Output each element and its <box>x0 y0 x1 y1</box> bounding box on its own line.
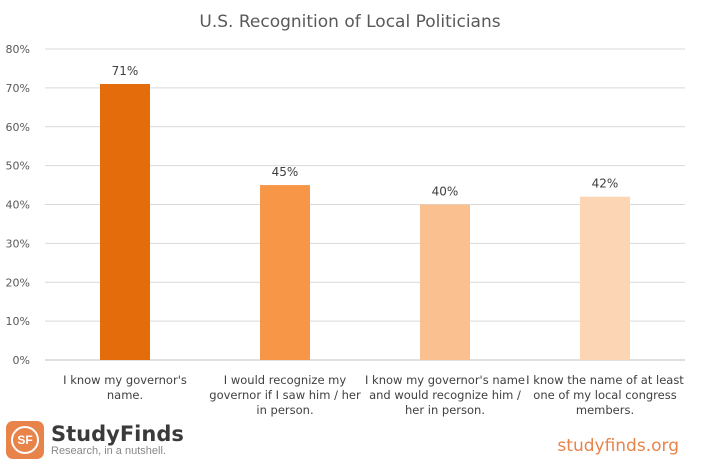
bar-chart: U.S. Recognition of Local Politicians 0%… <box>6 12 685 417</box>
y-tick-label: 60% <box>6 121 30 134</box>
site-url: studyfinds.org <box>557 436 679 456</box>
data-label: 71% <box>112 64 139 78</box>
bar <box>100 83 150 361</box>
x-tick-label: and would recognize him / <box>369 388 521 402</box>
logo-icon: SF <box>6 421 44 459</box>
data-label: 42% <box>592 177 619 191</box>
x-tick-label: in person. <box>256 403 313 417</box>
y-tick-label: 20% <box>6 276 30 289</box>
y-tick-label: 80% <box>6 43 30 56</box>
x-tick-label: one of my local congress <box>533 388 676 402</box>
y-tick-label: 40% <box>6 199 30 212</box>
bar <box>580 196 630 360</box>
y-tick-label: 70% <box>6 82 30 95</box>
y-tick-label: 30% <box>6 237 30 250</box>
bar <box>260 185 310 360</box>
x-tick-label: her in person. <box>405 403 485 417</box>
data-label: 45% <box>272 165 299 179</box>
y-tick-label: 50% <box>6 160 30 173</box>
data-label: 40% <box>432 185 459 199</box>
x-tick-label: name. <box>107 388 143 402</box>
x-tick-label: governor if I saw him / her <box>209 388 361 402</box>
x-tick-label: members. <box>576 403 634 417</box>
brand-tagline: Research, in a nutshell. <box>51 445 166 457</box>
x-tick-label: I know my governor's name <box>365 373 525 387</box>
logo-letters: SF <box>11 426 39 454</box>
x-tick-label: I know the name of at least <box>526 373 684 387</box>
x-tick-label: I know my governor's <box>63 373 187 387</box>
brand-name: StudyFinds <box>51 422 184 446</box>
y-tick-label: 10% <box>6 315 30 328</box>
studyfinds-logo: SF StudyFinds Research, in a nutshell. <box>6 421 184 459</box>
chart-title: U.S. Recognition of Local Politicians <box>199 12 500 32</box>
bar <box>420 204 470 360</box>
x-tick-label: I would recognize my <box>224 373 347 387</box>
y-tick-label: 0% <box>13 354 30 367</box>
